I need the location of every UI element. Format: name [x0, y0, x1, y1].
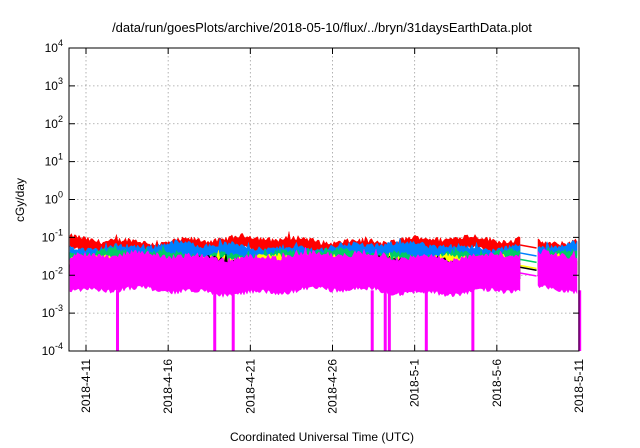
y-tick-label: 104 [45, 38, 63, 55]
series-dip [424, 290, 428, 351]
y-tick-label: 10-4 [42, 341, 63, 358]
x-tick-label: 2018-4-26 [326, 359, 340, 414]
series-band [537, 248, 578, 295]
series-gap-connector [519, 258, 537, 264]
y-tick-label: 103 [45, 76, 63, 93]
series-gap-connector [519, 272, 537, 277]
series-dip [387, 290, 391, 351]
y-tick-label: 101 [45, 152, 63, 169]
x-axis-label: Coordinated Universal Time (UTC) [230, 430, 414, 444]
series-dip [471, 290, 475, 351]
x-tick-label: 2018-4-21 [243, 359, 257, 414]
series-dip [231, 290, 235, 351]
series-gap-connector [519, 264, 537, 270]
y-tick-label: 100 [45, 190, 63, 207]
series-dip [213, 290, 217, 351]
x-tick-label: 2018-5-6 [490, 359, 504, 407]
x-tick-label: 2018-5-11 [572, 359, 586, 413]
chart-title: /data/run/goesPlots/archive/2018-05-10/f… [112, 20, 532, 35]
y-tick-label: 10-3 [42, 303, 63, 320]
y-axis-label: cGy/day [13, 178, 27, 222]
series-band [69, 246, 521, 299]
tick-layer: 10-4 10-3 10-2 10-1 100 101 102 103 104 2018-4-11… [42, 38, 586, 414]
series-gap-connector [519, 266, 537, 271]
series-dip [115, 290, 119, 351]
grid-layer [69, 48, 579, 351]
series-dip [383, 290, 387, 351]
y-tick-label: 10-2 [42, 265, 63, 282]
data-layer [69, 231, 582, 351]
x-tick-label: 2018-4-16 [161, 359, 175, 414]
y-tick-label: 10-1 [42, 227, 63, 244]
y-tick-label: 102 [45, 114, 63, 131]
series-gap-connector [519, 244, 537, 249]
x-tick-label: 2018-4-11 [79, 359, 93, 413]
x-tick-label: 2018-5-1 [408, 359, 422, 407]
series-dip [370, 290, 374, 351]
series-dip [578, 290, 582, 351]
series-gap-connector [519, 252, 537, 257]
